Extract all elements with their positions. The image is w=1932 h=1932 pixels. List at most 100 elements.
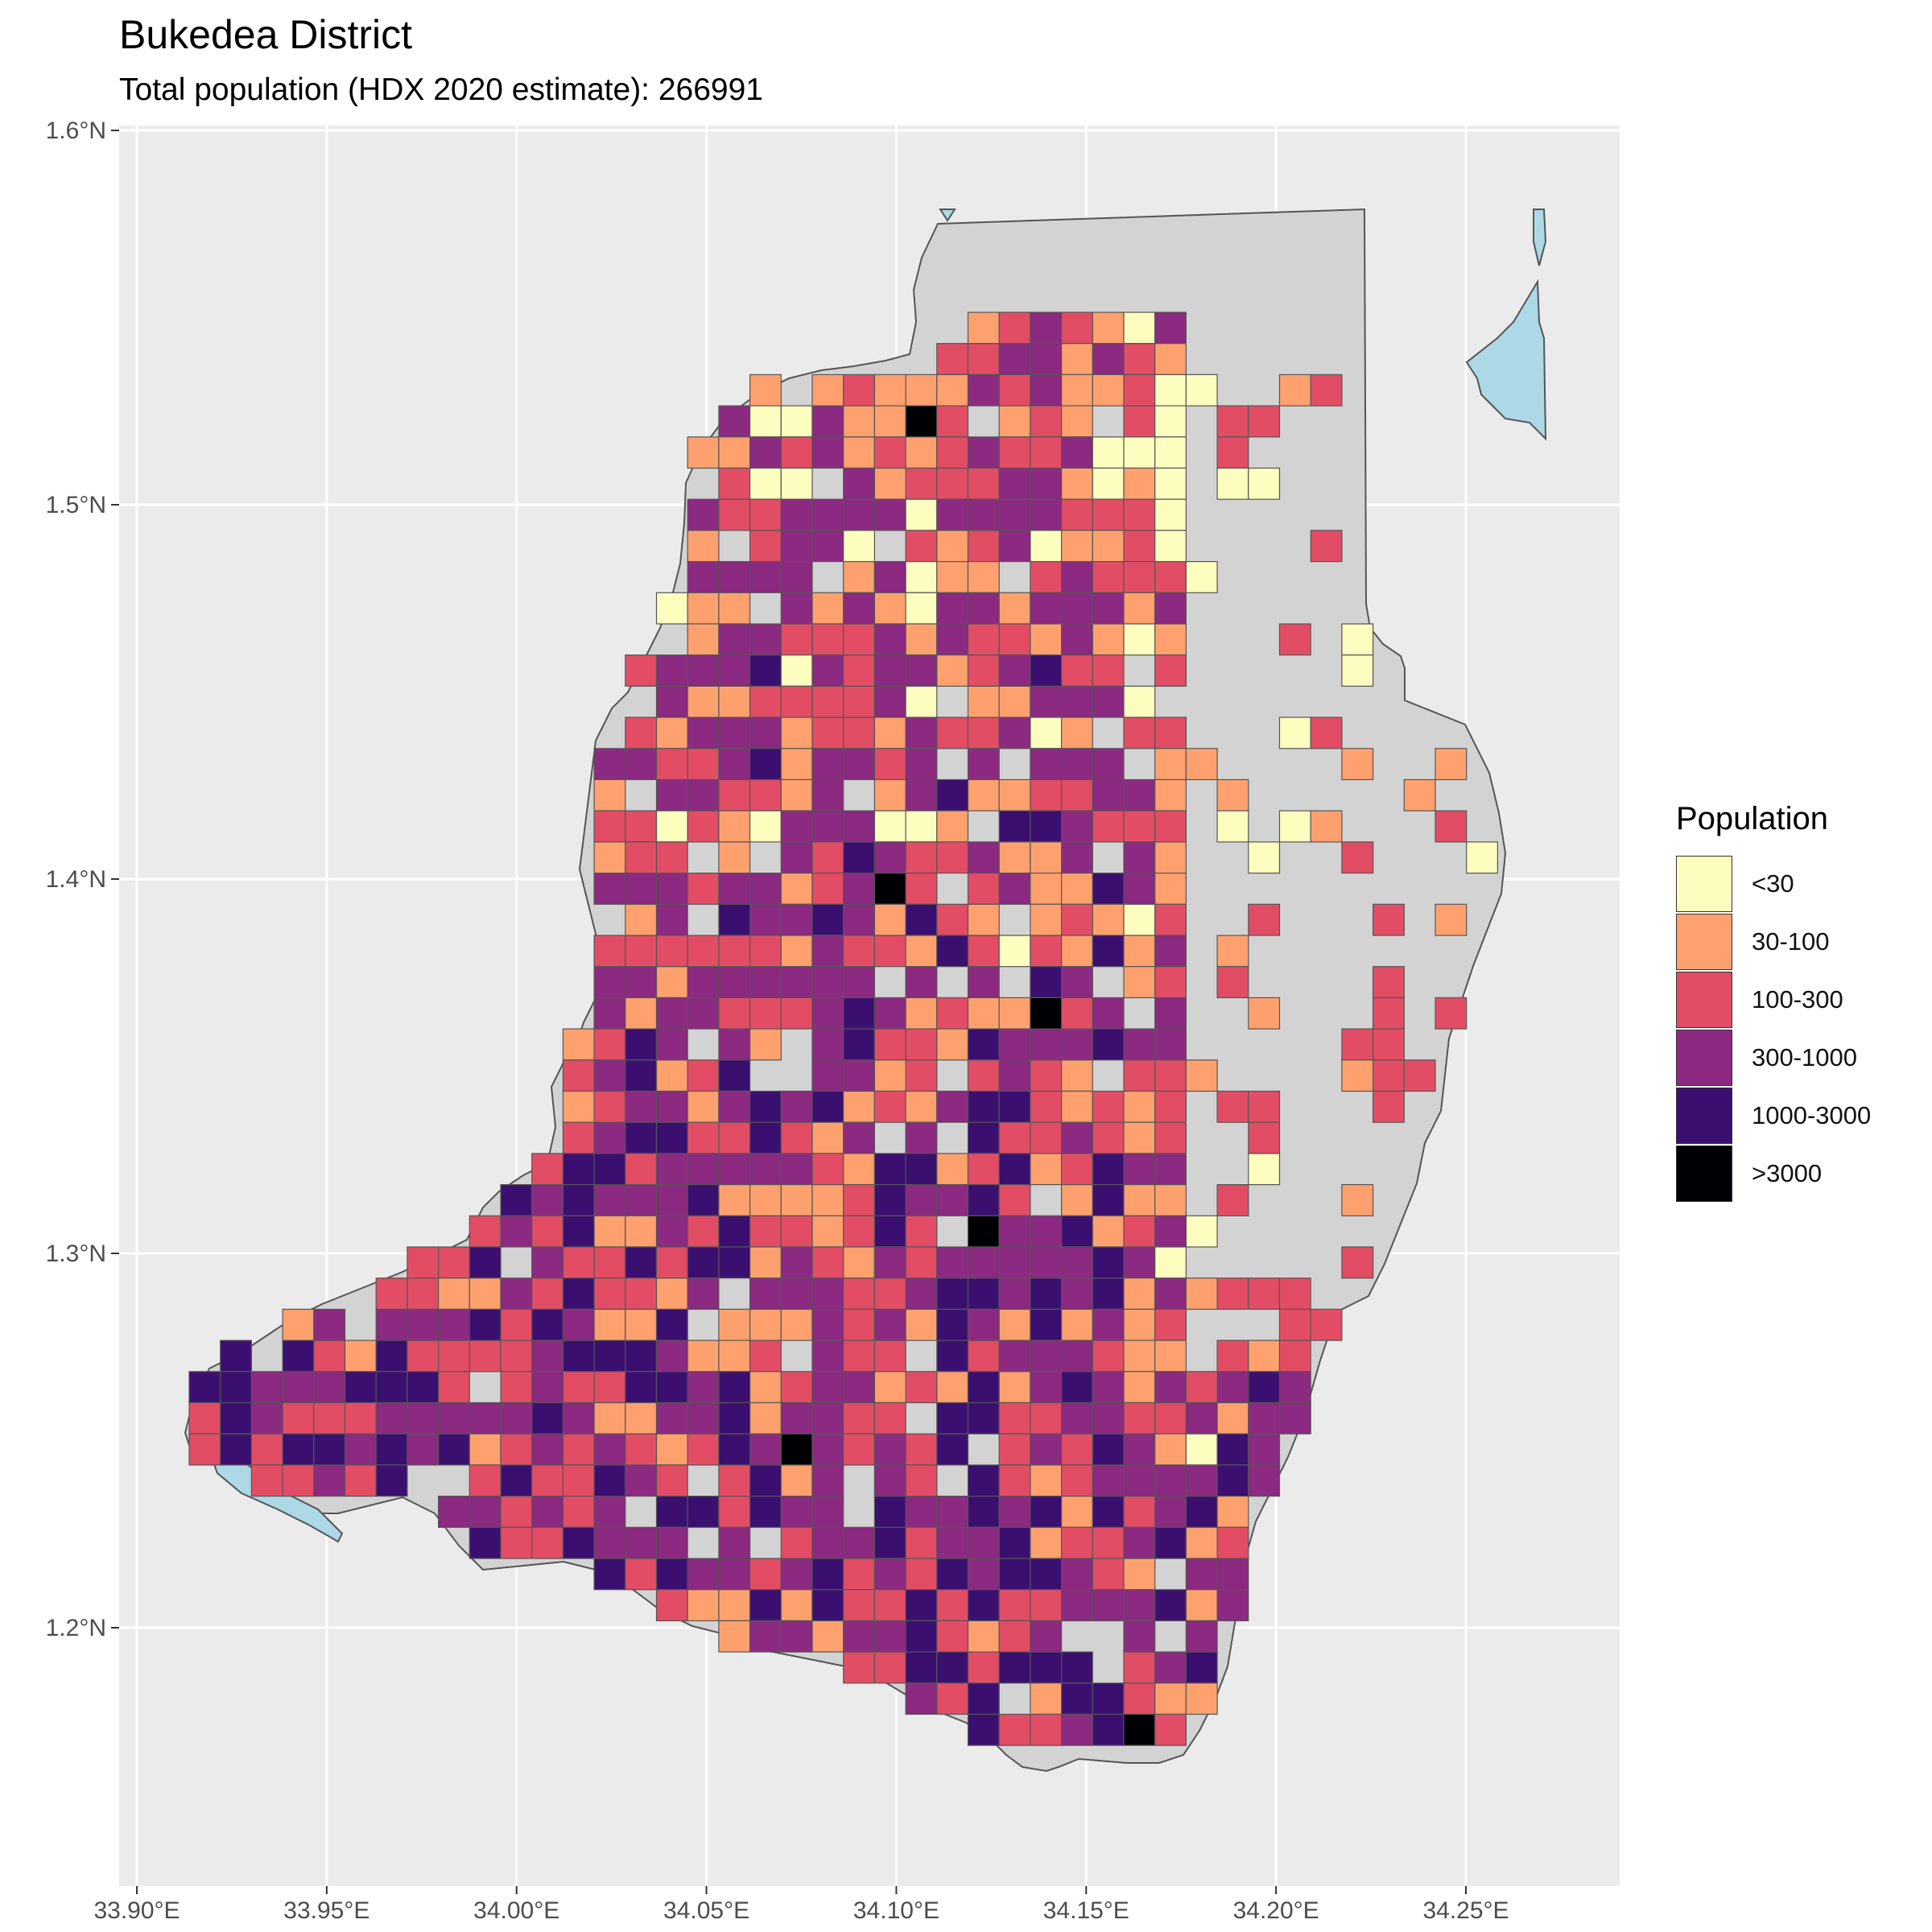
population-cell	[655, 685, 688, 718]
population-cell	[905, 1495, 938, 1528]
population-cell	[843, 1183, 875, 1216]
population-cell	[1092, 1495, 1125, 1528]
population-cell	[843, 467, 875, 500]
population-cell	[625, 935, 658, 968]
population-cell	[718, 436, 751, 469]
population-cell	[749, 1121, 782, 1154]
population-cell	[1435, 903, 1468, 936]
population-cell	[1060, 1308, 1093, 1341]
population-cell	[905, 1183, 938, 1216]
legend-item-gt3000: >3000	[1676, 1145, 1871, 1203]
population-cell	[1030, 810, 1063, 843]
x-tick-label: 34.15°E	[1043, 1897, 1129, 1924]
population-cell	[1216, 1589, 1249, 1621]
population-cell	[811, 1495, 844, 1528]
population-cell	[749, 467, 782, 500]
population-cell	[1030, 1059, 1063, 1092]
population-cell	[1092, 1713, 1125, 1746]
population-cell	[655, 997, 688, 1030]
population-cell	[1341, 654, 1374, 687]
population-cell	[1123, 810, 1156, 843]
population-cell	[967, 1028, 1000, 1061]
population-cell	[780, 1183, 813, 1216]
population-cell	[1092, 1464, 1125, 1497]
population-cell	[749, 560, 782, 593]
population-cell	[1060, 1278, 1093, 1310]
population-cell	[562, 1278, 595, 1310]
population-cell	[998, 1651, 1031, 1684]
legend-swatch	[1676, 1088, 1732, 1144]
population-cell	[1030, 1495, 1063, 1528]
population-cell	[1092, 1246, 1125, 1279]
population-cell	[811, 1183, 844, 1216]
population-cell	[655, 1183, 688, 1216]
population-cell	[936, 1278, 969, 1310]
population-cell	[873, 1526, 906, 1559]
population-cell	[531, 1246, 564, 1279]
population-cell	[905, 1090, 938, 1123]
population-cell	[967, 966, 1000, 998]
population-cell	[1123, 1620, 1156, 1653]
population-cell	[1092, 498, 1125, 531]
population-cell	[718, 903, 751, 936]
population-cell	[1060, 685, 1093, 718]
population-cell	[1372, 997, 1405, 1030]
population-cell	[625, 1308, 658, 1341]
population-cell	[250, 1402, 283, 1435]
population-cell	[811, 1526, 844, 1559]
population-cell	[1030, 778, 1063, 811]
population-cell	[687, 436, 720, 469]
population-cell	[967, 1308, 1000, 1341]
population-cell	[967, 530, 1000, 563]
population-cell	[749, 1464, 782, 1497]
population-cell	[625, 1371, 658, 1404]
population-cell	[967, 498, 1000, 531]
axis-ticks: 33.90°E 33.95°E 34.00°E 34.05°E 34.10°E 34.15…	[46, 118, 1509, 1924]
population-cell	[811, 623, 844, 656]
legend-swatch	[1676, 856, 1732, 912]
population-cell	[625, 1278, 658, 1310]
population-cell	[967, 1340, 1000, 1373]
population-cell	[655, 966, 688, 998]
population-cell	[1154, 374, 1187, 407]
population-cell	[936, 374, 969, 407]
population-cell	[1030, 748, 1063, 781]
population-cell	[1030, 1526, 1063, 1559]
population-cell	[1185, 1278, 1218, 1310]
population-cell	[687, 1495, 720, 1528]
population-cell	[1154, 1433, 1187, 1466]
population-cell	[1435, 810, 1468, 843]
population-cell	[905, 1433, 938, 1466]
population-cell	[687, 1589, 720, 1621]
population-cell	[1060, 560, 1093, 593]
population-cell	[593, 1464, 626, 1497]
population-cell	[718, 1620, 751, 1653]
population-cell	[1123, 498, 1156, 531]
population-cell	[843, 1028, 875, 1061]
population-cell	[687, 1558, 720, 1591]
population-cell	[905, 841, 938, 874]
population-cell	[873, 405, 906, 438]
population-cell	[998, 530, 1031, 563]
population-cell	[843, 1340, 875, 1373]
population-cell	[936, 1183, 969, 1216]
population-cell	[1060, 716, 1093, 749]
population-cell	[749, 716, 782, 749]
population-cell	[936, 592, 969, 625]
population-cell	[1185, 1402, 1218, 1435]
population-cell	[1060, 748, 1093, 781]
population-cell	[967, 716, 1000, 749]
population-cell	[562, 1402, 595, 1435]
population-cell	[655, 1402, 688, 1435]
population-cell	[843, 654, 875, 687]
population-cell	[562, 1153, 595, 1186]
population-cell	[967, 1558, 1000, 1591]
population-cell	[1123, 903, 1156, 936]
population-cell	[625, 654, 658, 687]
population-cell	[1154, 405, 1187, 438]
population-cell	[811, 841, 844, 874]
population-cell	[749, 685, 782, 718]
population-cell	[531, 1495, 564, 1528]
population-cell	[843, 872, 875, 905]
population-cell	[967, 1495, 1000, 1528]
